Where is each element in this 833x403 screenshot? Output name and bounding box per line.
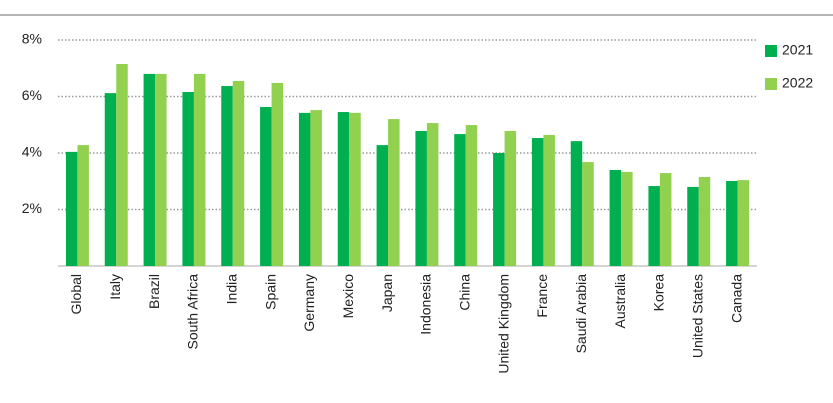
x-tick-label: Global xyxy=(68,274,84,314)
bar xyxy=(531,138,544,266)
x-tick-label: Spain xyxy=(262,274,278,310)
bar xyxy=(77,145,89,266)
bar xyxy=(65,151,78,266)
bar xyxy=(221,86,233,266)
bar xyxy=(116,64,128,266)
bar xyxy=(415,130,427,266)
bar xyxy=(260,106,272,266)
x-tick-label: South Africa xyxy=(185,274,201,350)
bar xyxy=(143,73,156,267)
x-tick-label: Korea xyxy=(651,274,667,312)
x-tick-label: Indonesia xyxy=(418,274,434,335)
bar xyxy=(621,171,633,266)
legend-label: 2021 xyxy=(782,42,813,58)
bar xyxy=(698,177,711,266)
legend-swatch xyxy=(765,45,777,57)
x-tick-label: France xyxy=(534,274,550,318)
bar xyxy=(659,173,672,266)
bar xyxy=(648,186,660,266)
bar xyxy=(687,186,699,266)
bar xyxy=(298,112,311,266)
bar xyxy=(543,134,555,266)
x-tick-label: Brazil xyxy=(146,274,162,309)
bar xyxy=(493,153,505,266)
x-tick-label: Germany xyxy=(301,274,317,332)
bar xyxy=(504,130,517,266)
bar xyxy=(570,141,583,266)
x-tick-label: Australia xyxy=(612,274,628,329)
bar xyxy=(465,125,478,266)
x-tick-label: Canada xyxy=(728,274,744,323)
bar xyxy=(155,73,167,267)
bar xyxy=(726,180,738,266)
bar xyxy=(609,169,622,266)
x-tick-label: Saudi Arabia xyxy=(573,274,589,354)
x-tick-label: China xyxy=(456,274,472,311)
bar xyxy=(193,73,206,267)
y-tick-label: 4% xyxy=(22,144,42,160)
x-tick-label: India xyxy=(223,274,239,305)
bar xyxy=(376,145,389,266)
y-tick-label: 8% xyxy=(22,31,42,47)
bar xyxy=(232,80,245,267)
bar xyxy=(310,110,322,266)
x-tick-label: Mexico xyxy=(340,274,356,319)
bar xyxy=(104,93,117,266)
bar xyxy=(271,82,284,266)
bar xyxy=(349,112,361,266)
x-tick-label: Japan xyxy=(379,274,395,312)
bar xyxy=(388,119,400,266)
bar xyxy=(454,134,466,266)
x-tick-label: United Kingdom xyxy=(495,274,511,374)
x-tick-label: United States xyxy=(689,274,705,358)
y-tick-label: 2% xyxy=(22,200,42,216)
legend-label: 2022 xyxy=(782,75,813,91)
bar xyxy=(337,112,350,266)
x-tick-label: Italy xyxy=(107,274,123,300)
bar xyxy=(182,91,194,266)
bar xyxy=(582,162,594,266)
y-tick-label: 6% xyxy=(22,87,42,103)
bar xyxy=(426,123,439,267)
legend-swatch xyxy=(765,78,777,90)
bar xyxy=(737,180,750,266)
